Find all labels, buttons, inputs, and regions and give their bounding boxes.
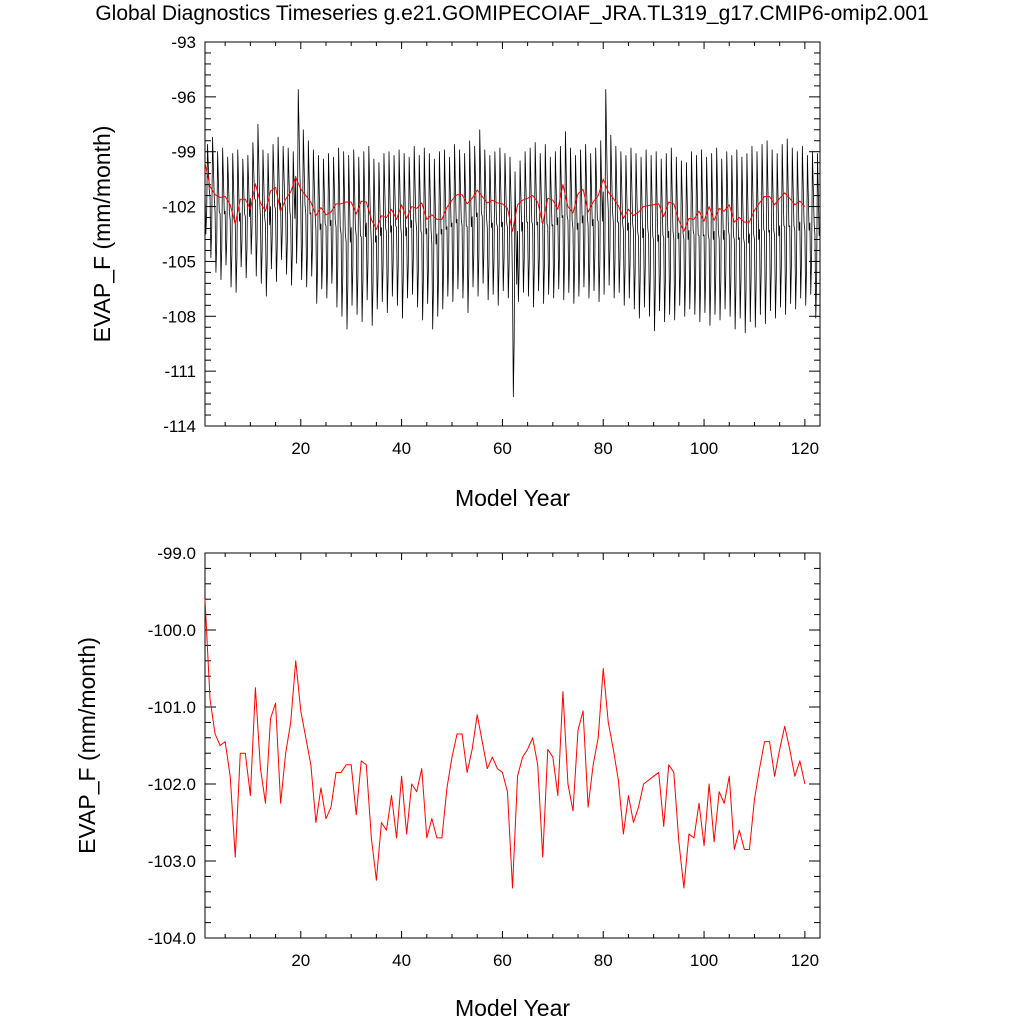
panel-2-xtick-label: 20	[291, 951, 310, 970]
panel-1-xtick-label: 20	[291, 439, 310, 458]
panel-1-ytick-label: -111	[164, 362, 196, 381]
panel-2-ytick-label: -100.0	[148, 621, 196, 640]
panel-2-ytick-label: -101.0	[148, 698, 196, 717]
figure-title: Global Diagnostics Timeseries g.e21.GOMI…	[95, 2, 929, 25]
panel-1-series-monthly	[204, 89, 820, 398]
panel-1-xtick-label: 40	[392, 439, 411, 458]
panel-1-ytick-label: -93	[171, 33, 196, 52]
panel-1-ytick-label: -114	[163, 417, 196, 436]
panel-2-frame	[204, 552, 821, 939]
panel-1-ytick-label: -96	[171, 88, 196, 107]
panel-1-ytick-label: -108	[162, 307, 196, 326]
panel-1-ytick-label: -102	[162, 198, 196, 217]
panel-2-ylabel: EVAP_F (mm/month)	[74, 637, 100, 854]
panel-1-ylabel: EVAP_F (mm/month)	[89, 126, 115, 343]
panel-2-ytick-label: -99.0	[157, 544, 196, 563]
panel-2-ytick-label: -104.0	[148, 929, 196, 948]
panel-2-ytick-label: -103.0	[148, 852, 196, 871]
panel-1-xlabel: Model Year	[455, 485, 570, 511]
panel-2-ytick-label: -102.0	[148, 775, 196, 794]
panel-1-xtick-label: 120	[791, 439, 819, 458]
panel-1-ytick-label: -99	[171, 143, 196, 162]
panel-2-xtick-label: 120	[791, 951, 819, 970]
panel-2-series-annual	[204, 599, 806, 889]
panel-2-xlabel: Model Year	[455, 995, 570, 1021]
panel-1-ytick-label: -105	[162, 252, 196, 271]
panel-1-series-annual	[204, 162, 806, 232]
panel-2-xtick-label: 80	[594, 951, 613, 970]
panel-1-xtick-label: 100	[690, 439, 718, 458]
panel-2-xtick-label: 40	[392, 951, 411, 970]
panel-1-frame	[204, 41, 821, 427]
panel-1-xtick-label: 60	[493, 439, 512, 458]
panel-1-xtick-label: 80	[594, 439, 613, 458]
panel-2-xtick-label: 60	[493, 951, 512, 970]
panel-2-xtick-label: 100	[690, 951, 718, 970]
